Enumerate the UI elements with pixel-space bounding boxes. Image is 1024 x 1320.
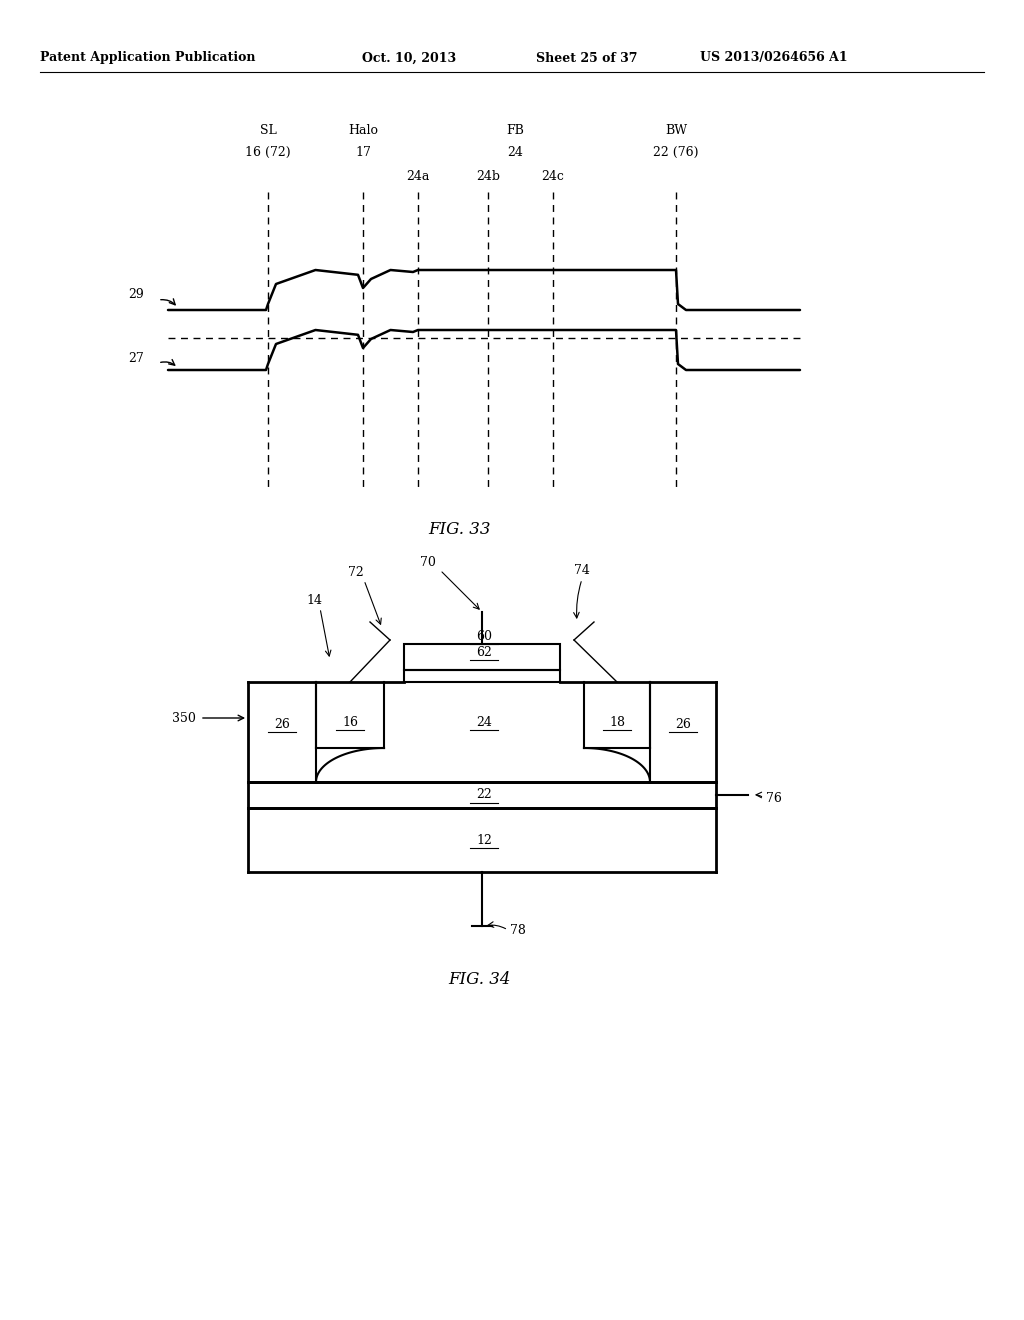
Text: 29: 29	[128, 289, 143, 301]
Text: 16: 16	[342, 715, 358, 729]
Text: Sheet 25 of 37: Sheet 25 of 37	[536, 51, 638, 65]
Text: 22: 22	[476, 788, 492, 801]
Text: 24: 24	[507, 145, 523, 158]
Text: Patent Application Publication: Patent Application Publication	[40, 51, 256, 65]
Text: 24: 24	[476, 715, 492, 729]
Text: 26: 26	[274, 718, 290, 730]
Text: 24b: 24b	[476, 169, 500, 182]
Text: 12: 12	[476, 833, 492, 846]
Text: 74: 74	[574, 564, 590, 577]
Text: 76: 76	[766, 792, 782, 804]
Text: 72: 72	[348, 565, 364, 578]
Text: 350: 350	[172, 711, 196, 725]
Text: 24a: 24a	[407, 169, 430, 182]
Text: 78: 78	[510, 924, 526, 936]
Text: 62: 62	[476, 645, 492, 659]
Text: 22 (76): 22 (76)	[653, 145, 698, 158]
Text: 27: 27	[128, 351, 143, 364]
Text: 18: 18	[609, 715, 625, 729]
Text: 14: 14	[306, 594, 322, 606]
Text: FB: FB	[506, 124, 524, 136]
Text: 26: 26	[675, 718, 691, 730]
Text: US 2013/0264656 A1: US 2013/0264656 A1	[700, 51, 848, 65]
Text: Oct. 10, 2013: Oct. 10, 2013	[362, 51, 456, 65]
Bar	[404, 671, 560, 682]
Text: 17: 17	[355, 145, 371, 158]
Text: 16 (72): 16 (72)	[245, 145, 291, 158]
Text: 60: 60	[476, 630, 492, 643]
Text: 24c: 24c	[542, 169, 564, 182]
Text: SL: SL	[260, 124, 276, 136]
Text: BW: BW	[665, 124, 687, 136]
Text: 70: 70	[420, 556, 436, 569]
Bar	[404, 644, 560, 671]
Text: Halo: Halo	[348, 124, 378, 136]
Text: FIG. 33: FIG. 33	[429, 521, 492, 539]
Text: FIG. 34: FIG. 34	[449, 972, 511, 989]
